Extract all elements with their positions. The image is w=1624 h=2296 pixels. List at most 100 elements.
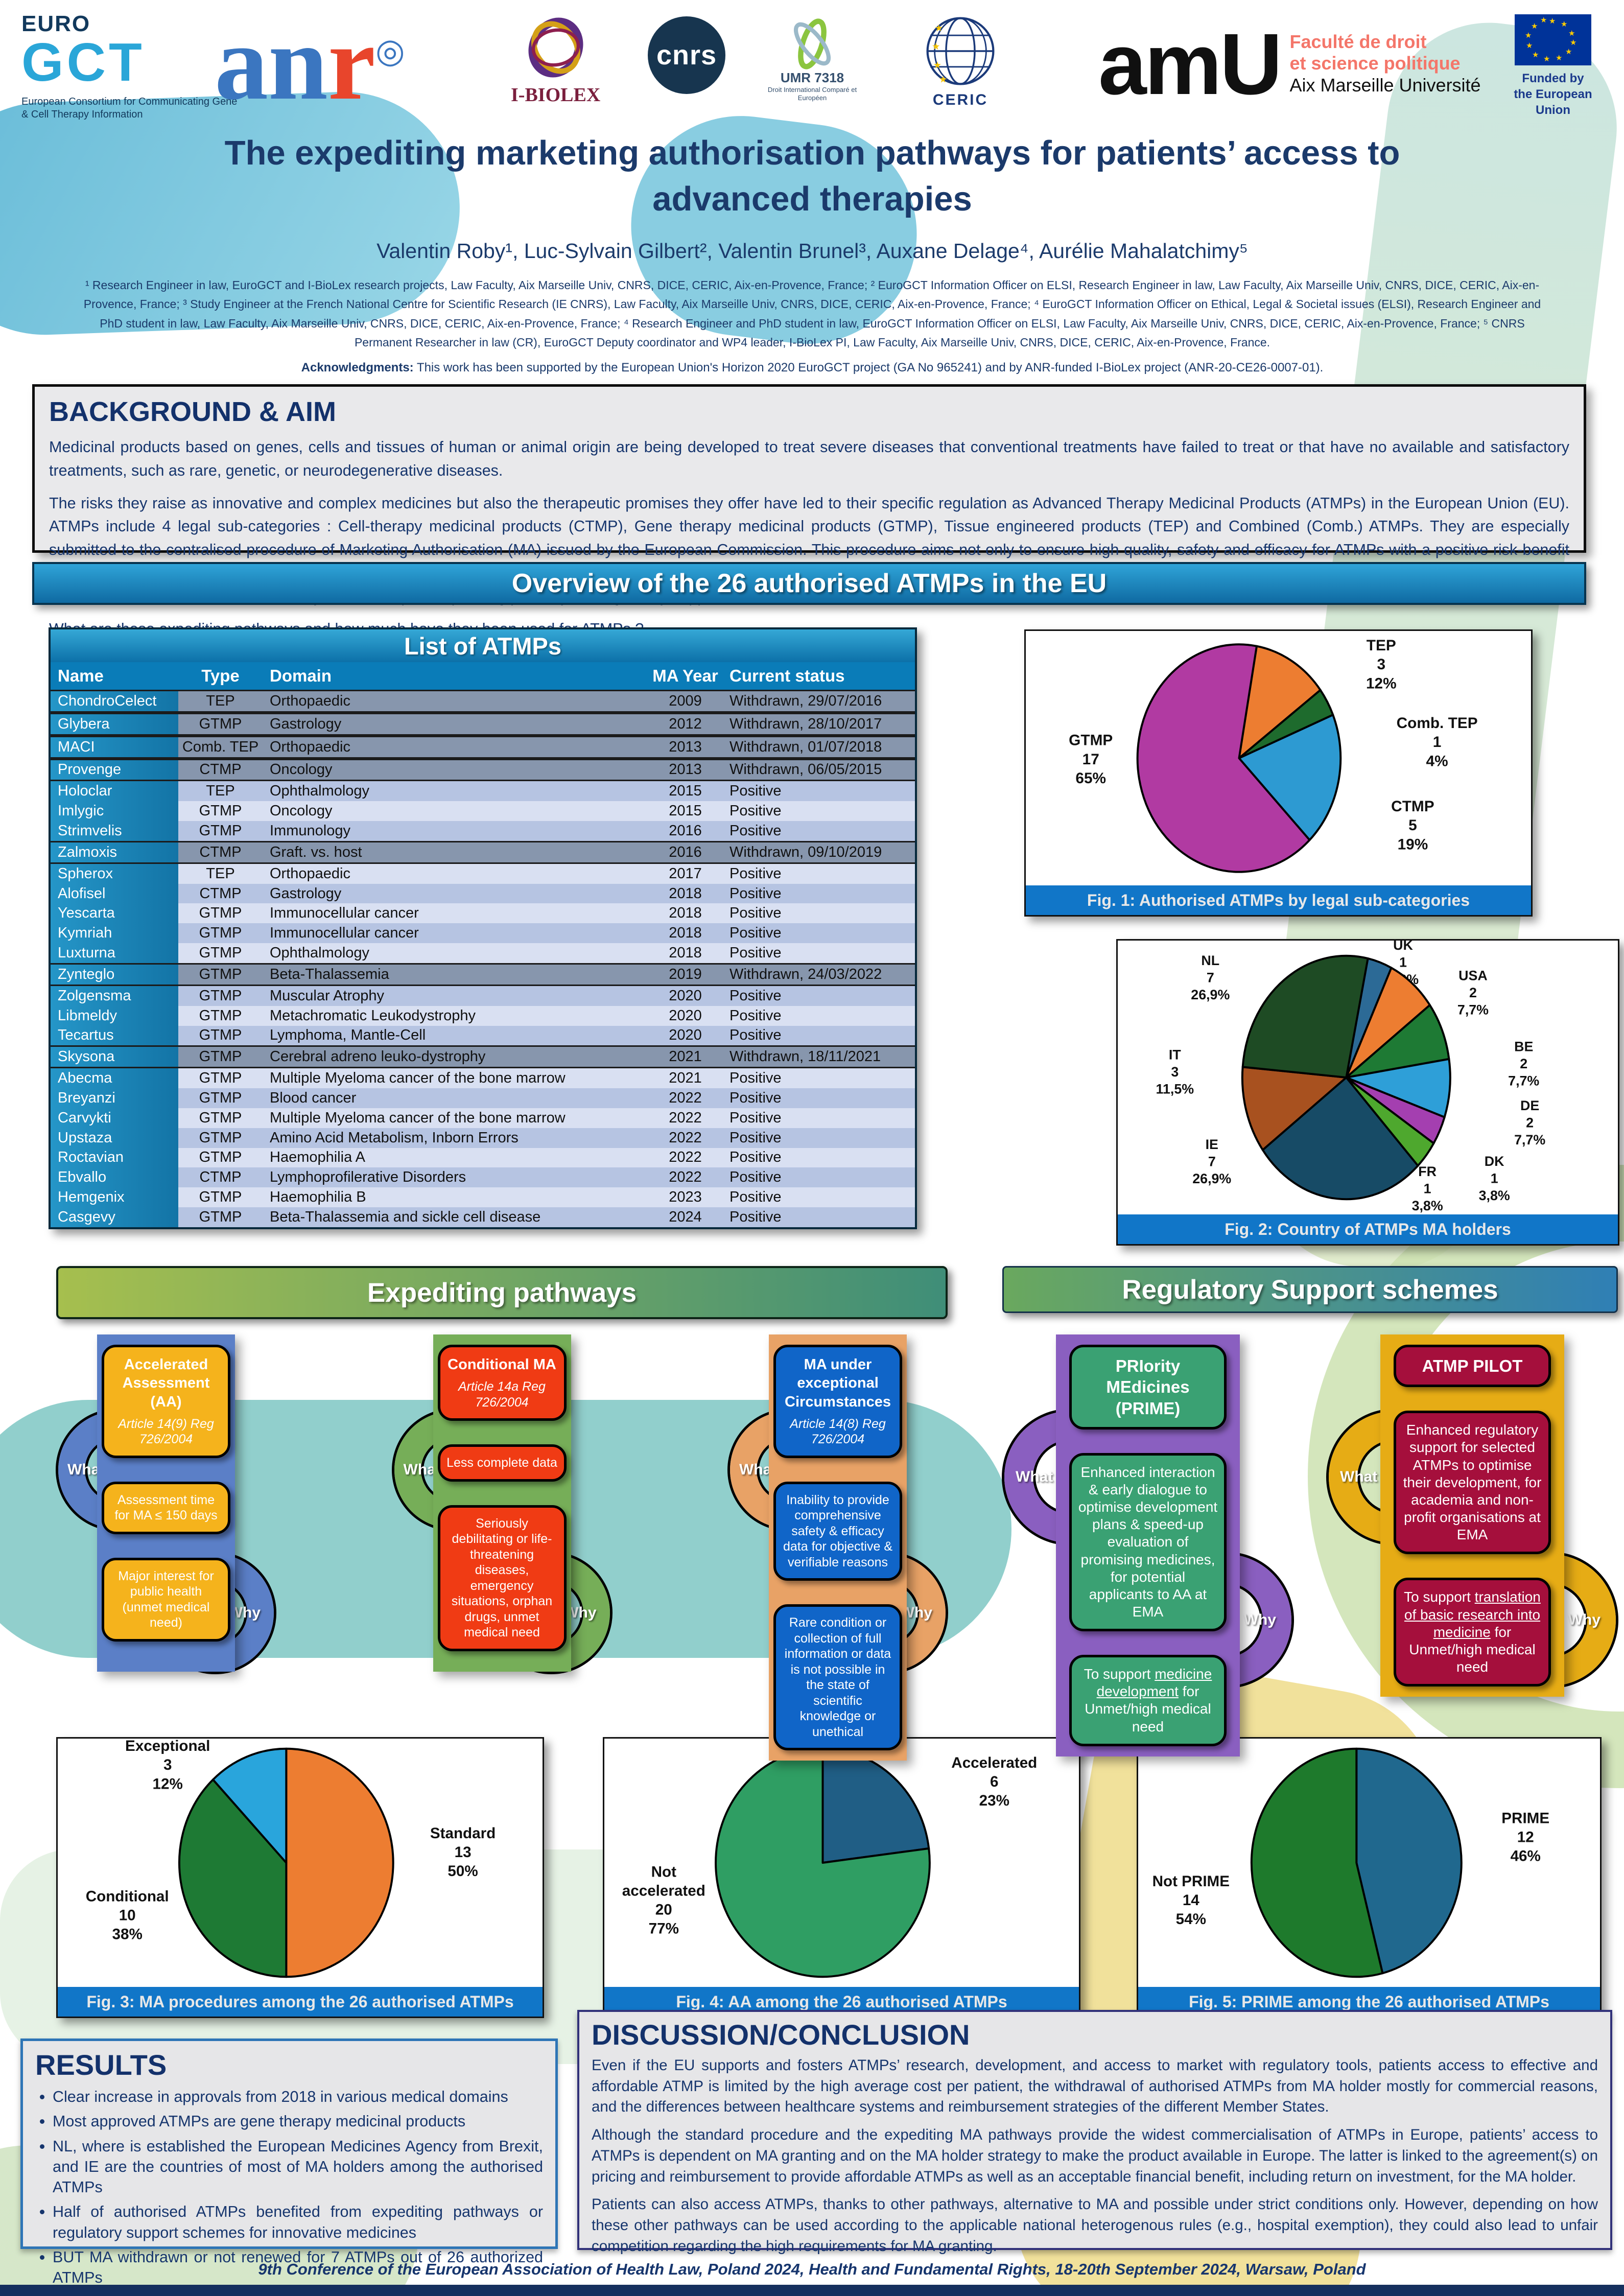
cell-type: GTMP	[199, 822, 242, 839]
cell-type: Comb. TEP	[182, 738, 259, 755]
cell-ma-year: 2009	[669, 692, 702, 709]
cell-name: Holoclar	[51, 781, 178, 802]
fig1-caption: Fig. 1: Authorised ATMPs by legal sub-ca…	[1026, 885, 1531, 915]
discussion-paragraph: Even if the EU supports and fosters ATMP…	[592, 2057, 1598, 2116]
cell-type: GTMP	[199, 1007, 242, 1024]
cell-type: GTMP	[199, 1129, 242, 1146]
pathway-why-text: To support	[1084, 1666, 1155, 1682]
cell-ma-year: 2020	[669, 1027, 702, 1044]
table-row: Kymriah GTMP Immunocellular cancer 2018 …	[51, 923, 915, 944]
table-row: Imlygic GTMP Oncology 2015 Positive	[51, 801, 915, 822]
pathway-why-box: Rare condition or collection of full inf…	[773, 1604, 902, 1751]
cell-ma-year: 2018	[669, 885, 702, 902]
cell-ma-year: 2022	[669, 1169, 702, 1186]
cell-type: GTMP	[199, 1189, 242, 1206]
eurogct-logo: EURO GCT European Consortium for Communi…	[21, 11, 241, 121]
pathway: What Why Conditional MA Article 14a Reg …	[392, 1334, 612, 1761]
pie-slice-standard	[285, 1747, 394, 1978]
cell-name: ChondroCelect	[51, 691, 178, 711]
anr-logo: anr◎	[215, 4, 405, 122]
cell-type: GTMP	[199, 1109, 242, 1126]
ceric-globe-icon: ★ ★ ★ ★	[926, 17, 995, 85]
cell-type: GTMP	[199, 966, 242, 982]
cell-domain: Metachromatic Leukodystrophy	[270, 1007, 476, 1024]
conference-footer: 9th Conference of the European Associati…	[258, 2260, 1366, 2278]
cnrs-logo: cnrs	[648, 16, 725, 94]
table-row: Abecma GTMP Multiple Myeloma cancer of t…	[51, 1068, 915, 1089]
table-row: Alofisel CTMP Gastrology 2018 Positive	[51, 883, 915, 904]
pie-slice-not-prime	[1250, 1747, 1384, 1978]
fig3-caption: Fig. 3: MA procedures among the 26 autho…	[58, 1987, 543, 2017]
results-list: Clear increase in approvals from 2018 in…	[35, 2087, 543, 2288]
fig5-pie-svg: PRIME 12 46% Not PRIME 14 54%	[1152, 1747, 1549, 1978]
cell-current-status: Positive	[729, 803, 782, 819]
ceric-logo-label: CERIC	[932, 91, 988, 108]
pathway-title-box: Accelerated Assessment (AA) Article 14(9…	[102, 1345, 230, 1458]
pathway-title: Accelerated Assessment (AA)	[122, 1356, 210, 1410]
cell-domain: Ophthalmology	[270, 783, 370, 800]
cnrs-logo-label: cnrs	[656, 40, 717, 71]
pie-label-not-prime: Not PRIME 14 54%	[1152, 1873, 1230, 1928]
cell-ma-year: 2015	[669, 783, 702, 800]
pathway-strip: PRIority MEdicines (PRIME) Enhanced inte…	[1056, 1334, 1240, 1756]
table-row: Strimvelis GTMP Immunology 2016 Positive	[51, 821, 915, 841]
pathway-strip: Conditional MA Article 14a Reg 726/2004 …	[433, 1334, 571, 1672]
table-row: ChondroCelect TEP Orthopaedic 2009 Withd…	[51, 690, 915, 713]
acknowledgments-label: Acknowledgments:	[301, 361, 414, 374]
pathway-title-box: Conditional MA Article 14a Reg 726/2004	[437, 1345, 567, 1421]
cell-current-status: Positive	[729, 1129, 782, 1146]
results-bullet: BUT MA withdrawn or not renewed for 7 AT…	[53, 2247, 543, 2288]
cell-current-status: Withdrawn, 06/05/2015	[729, 761, 882, 778]
cell-ma-year: 2020	[669, 1007, 702, 1024]
cell-domain: Gastrology	[270, 885, 342, 902]
eurogct-logo-main: GCT	[21, 32, 145, 92]
cell-type: GTMP	[199, 945, 242, 962]
background-aim-body: Medicinal products based on genes, cells…	[49, 436, 1569, 641]
cell-current-status: Withdrawn, 18/11/2021	[729, 1048, 881, 1065]
cell-type: CTMP	[199, 844, 242, 860]
eu-funding-line2: the European Union	[1514, 87, 1592, 118]
pathway-what-box: Inability to provide comprehensive safet…	[773, 1481, 902, 1581]
table-row: Glybera GTMP Gastrology 2012 Withdrawn, …	[51, 712, 915, 736]
column-header-ma-year: MA Year	[652, 666, 718, 685]
eurogct-logo-top: EURO	[21, 11, 91, 36]
fig1-pie-svg: TEP 3 12%Comb. TEP 1 4% CTMP 5 19% GTMP 17 65%	[1069, 637, 1478, 873]
amu-logo-line3: Aix Marseille Université	[1289, 74, 1481, 96]
atmp-table-title-label: List of ATMPs	[404, 632, 562, 660]
table-row: Tecartus GTMP Lymphoma, Mantle-Cell 2020…	[51, 1025, 915, 1046]
cell-ma-year: 2020	[669, 987, 702, 1004]
cell-name: Strimvelis	[51, 821, 178, 841]
table-row: Provenge CTMP Oncology 2013 Withdrawn, 0…	[51, 758, 915, 782]
atmp-table: List of ATMPs Name Type Domain MA Year C…	[49, 627, 917, 1229]
cell-name: Abecma	[51, 1068, 178, 1089]
cell-domain: Multiple Myeloma cancer of the bone marr…	[270, 1109, 566, 1126]
cell-ma-year: 2024	[669, 1209, 702, 1226]
amu-logo-line1: Faculté de droit	[1289, 31, 1427, 53]
pie-label-tep: TEP 3 12%	[1366, 637, 1397, 692]
table-row: Holoclar TEP Ophthalmology 2015 Positive	[51, 781, 915, 802]
pathway-title-box: MA under exceptional Circumstances Artic…	[773, 1345, 902, 1458]
eu-funding-line1: Funded by	[1522, 72, 1584, 85]
svg-text:★: ★	[933, 60, 942, 71]
cell-current-status: Positive	[729, 1007, 782, 1024]
regulatory-banner-label: Regulatory Support schemes	[1122, 1274, 1498, 1305]
affiliations: ¹ Research Engineer in law, EuroGCT and …	[83, 278, 1541, 349]
cell-name: Upstaza	[51, 1128, 178, 1148]
fig2-pie-chart: UK13,8%USA27,7%BE27,7%DE27,7%DK13,8%FR13…	[1116, 939, 1619, 1246]
table-row: Libmeldy GTMP Metachromatic Leukodystrop…	[51, 1005, 915, 1026]
pathway-title-box: PRIority MEdicines (PRIME)	[1069, 1345, 1227, 1430]
cell-domain: Immunocellular cancer	[270, 925, 419, 942]
cell-domain: Amino Acid Metabolism, Inborn Errors	[270, 1129, 519, 1146]
atmp-table-body: ChondroCelect TEP Orthopaedic 2009 Withd…	[51, 690, 915, 1227]
cell-domain: Oncology	[270, 761, 333, 778]
pathway-why-box: Major interest for public health (unmet …	[102, 1557, 230, 1642]
cell-current-status: Withdrawn, 01/07/2018	[729, 738, 882, 755]
cell-type: GTMP	[199, 1089, 242, 1106]
pie-slice-nl	[1241, 954, 1369, 1079]
pie-label-nl: NL 7 26,9%	[1191, 953, 1230, 1002]
cell-current-status: Positive	[729, 1189, 782, 1206]
what-label: What	[1340, 1468, 1378, 1485]
svg-text:★: ★	[939, 75, 947, 85]
ceric-logo: ★ ★ ★ ★ CERIC	[925, 15, 996, 109]
cell-domain: Lymphoprofilerative Disorders	[270, 1169, 466, 1186]
